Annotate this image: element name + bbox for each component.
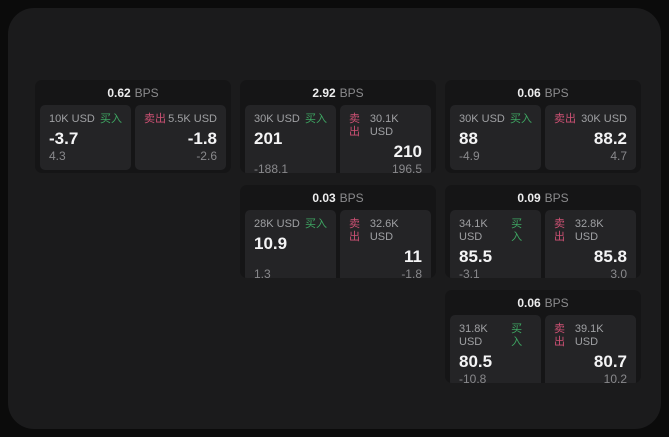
buy-pane[interactable]: 30K USD 买入 201 -188.1: [245, 105, 336, 173]
sell-amount: 32.8K USD: [574, 218, 604, 243]
buy-pane[interactable]: 10K USD 买入 -3.7 4.3: [40, 105, 131, 170]
sell-change: 3.0: [610, 267, 627, 278]
sell-change: 4.7: [610, 149, 627, 163]
buy-price: 10.9: [254, 234, 288, 253]
quote-card[interactable]: 0.06 BPS 30K USD 买入 88 -4.9 卖出 30K USD: [445, 80, 641, 173]
spread-value: 0.03: [312, 190, 336, 205]
sell-amount: 39.1K USD: [574, 323, 604, 348]
sell-amount: 5.5K USD: [168, 113, 217, 125]
buy-pane[interactable]: 30K USD 买入 88 -4.9: [450, 105, 541, 170]
quote-tile-grid: 0.62 BPS 10K USD 买入 -3.7 4.3 卖出 5.5K USD: [35, 80, 641, 383]
spread-value: 0.09: [517, 190, 541, 205]
buy-price: 85.5: [459, 247, 493, 266]
main-panel: 0.62 BPS 10K USD 买入 -3.7 4.3 卖出 5.5K USD: [8, 8, 661, 429]
sell-pane[interactable]: 卖出 5.5K USD -1.8 -2.6: [135, 105, 226, 170]
buy-price: 88: [459, 129, 478, 148]
sell-change: -1.8: [401, 267, 422, 278]
buy-label: 买入: [305, 218, 327, 230]
buy-amount: 30K USD: [459, 113, 505, 125]
spread-header: 2.92 BPS: [240, 80, 436, 105]
quote-card[interactable]: 2.92 BPS 30K USD 买入 201 -188.1 卖出 30.1K …: [240, 80, 436, 173]
buy-change: 4.3: [49, 149, 66, 163]
buy-change: -188.1: [254, 162, 289, 173]
buy-pane[interactable]: 34.1K USD 买入 85.5 -3.1: [450, 210, 541, 278]
buy-label: 买入: [305, 113, 327, 125]
buy-change: -4.9: [459, 149, 480, 163]
sell-label: 卖出: [554, 323, 565, 348]
spread-header: 0.06 BPS: [445, 290, 641, 315]
buy-label: 买入: [100, 113, 122, 125]
spread-value: 0.06: [517, 85, 541, 100]
buy-amount: 30K USD: [254, 113, 300, 125]
buy-amount: 28K USD: [254, 218, 300, 230]
buy-price: -3.7: [49, 129, 79, 148]
sell-price: -1.8: [187, 129, 217, 148]
buy-change: 1.3: [254, 267, 271, 278]
buy-change: -10.8: [459, 372, 487, 383]
spread-value: 0.62: [107, 85, 131, 100]
spread-value: 0.06: [517, 295, 541, 310]
sell-label: 卖出: [349, 113, 360, 138]
sell-amount: 32.6K USD: [369, 218, 399, 243]
buy-pane[interactable]: 31.8K USD 买入 80.5 -10.8: [450, 315, 541, 383]
spread-unit: BPS: [339, 85, 364, 100]
sell-label: 卖出: [349, 218, 360, 243]
spread-unit: BPS: [544, 85, 569, 100]
sell-pane[interactable]: 卖出 32.8K USD 85.8 3.0: [545, 210, 636, 278]
quote-card[interactable]: 0.03 BPS 28K USD 买入 10.9 1.3 卖出 32.6K US…: [240, 185, 436, 278]
buy-pane[interactable]: 28K USD 买入 10.9 1.3: [245, 210, 336, 278]
spread-unit: BPS: [544, 190, 569, 205]
quote-card[interactable]: 0.06 BPS 31.8K USD 买入 80.5 -10.8 卖出 39.1…: [445, 290, 641, 383]
spread-header: 0.62 BPS: [35, 80, 231, 105]
sell-price: 85.8: [593, 247, 627, 266]
sell-pane[interactable]: 卖出 32.6K USD 11 -1.8: [340, 210, 431, 278]
sell-label: 卖出: [554, 218, 565, 243]
buy-amount: 10K USD: [49, 113, 95, 125]
sell-price: 88.2: [593, 129, 627, 148]
sell-label: 卖出: [554, 113, 576, 125]
buy-price: 201: [254, 129, 283, 148]
buy-price: 80.5: [459, 352, 493, 371]
quote-card[interactable]: 0.09 BPS 34.1K USD 买入 85.5 -3.1 卖出 32.8K…: [445, 185, 641, 278]
sell-amount: 30K USD: [581, 113, 627, 125]
spread-unit: BPS: [134, 85, 159, 100]
sell-change: 196.5: [391, 162, 422, 173]
sell-pane[interactable]: 卖出 30K USD 88.2 4.7: [545, 105, 636, 170]
sell-pane[interactable]: 卖出 39.1K USD 80.7 10.2: [545, 315, 636, 383]
buy-change: -3.1: [459, 267, 480, 278]
sell-change: -2.6: [196, 149, 217, 163]
sell-price: 11: [404, 247, 422, 266]
sell-pane[interactable]: 卖出 30.1K USD 210 196.5: [340, 105, 431, 173]
spread-unit: BPS: [339, 190, 364, 205]
spread-unit: BPS: [544, 295, 569, 310]
buy-label: 买入: [511, 323, 523, 348]
buy-amount: 31.8K USD: [459, 323, 488, 348]
sell-price: 210: [393, 142, 422, 161]
sell-label: 卖出: [144, 113, 166, 125]
quote-card[interactable]: 0.62 BPS 10K USD 买入 -3.7 4.3 卖出 5.5K USD: [35, 80, 231, 173]
sell-change: 10.2: [603, 372, 627, 383]
buy-label: 买入: [511, 218, 523, 243]
spread-header: 0.03 BPS: [240, 185, 436, 210]
sell-amount: 30.1K USD: [369, 113, 399, 138]
sell-price: 80.7: [593, 352, 627, 371]
spread-header: 0.09 BPS: [445, 185, 641, 210]
buy-label: 买入: [510, 113, 532, 125]
spread-header: 0.06 BPS: [445, 80, 641, 105]
buy-amount: 34.1K USD: [459, 218, 488, 243]
spread-value: 2.92: [312, 85, 336, 100]
